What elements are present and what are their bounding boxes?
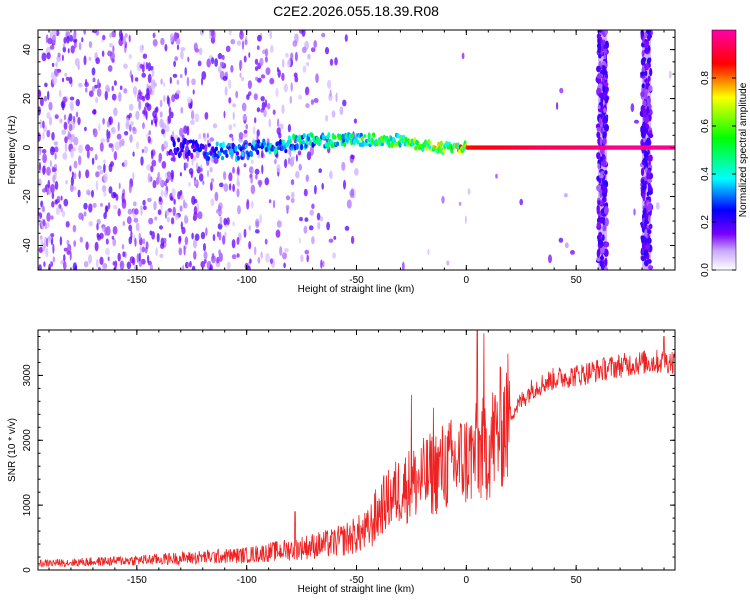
y-tick-label: 40 [22, 44, 33, 56]
snr-ylabel: SNR (10 * v/v) [7, 418, 18, 482]
figure-title: C2E2.2026.055.18.39.R08 [273, 3, 439, 19]
spectrogram-ticks: -150 -100 -50 0 50 -40 -20 0 20 40 [22, 30, 675, 286]
spectrogram-panel: -150 -100 -50 0 50 -40 -20 0 20 40 Height of stra… [7, 29, 676, 295]
spectrogram-heat-layer [38, 30, 675, 270]
y-tick-label: 0 [22, 144, 33, 150]
spectrogram-xlabel: Height of straight line (km) [298, 284, 415, 295]
y-tick-label: 20 [22, 93, 33, 105]
x-tick-label: -50 [349, 575, 364, 586]
x-tick-label: -150 [127, 575, 147, 586]
snr-xlabel: Height of straight line (km) [298, 584, 415, 595]
spectrogram-background [38, 30, 675, 270]
colorbar-gradient [711, 29, 737, 271]
y-tick-label: 2000 [22, 429, 33, 452]
snr-series-line [38, 330, 675, 568]
colorbar-tick-label: 0.4 [700, 167, 711, 181]
colorbar-tick-label: 0.8 [700, 71, 711, 85]
x-tick-label: -50 [349, 275, 364, 286]
colorbar-tick-label: 0.6 [700, 119, 711, 133]
colorbar-ticks: 0.0 0.2 0.4 0.6 0.8 [700, 71, 736, 277]
x-tick-label: -150 [127, 275, 147, 286]
colorbar-tick-label: 0.2 [700, 215, 711, 229]
y-tick-label: 0 [22, 567, 33, 573]
y-tick-label: -40 [22, 238, 33, 253]
spectrogram-ylabel: Frequency (Hz) [7, 116, 18, 185]
x-tick-label: -100 [237, 275, 257, 286]
x-tick-label: 0 [464, 275, 470, 286]
y-tick-label: 3000 [22, 364, 33, 387]
colorbar-tick-label: 0.0 [700, 263, 711, 277]
x-tick-label: 50 [571, 575, 583, 586]
snr-background [38, 330, 675, 570]
colorbar: 0.0 0.2 0.4 0.6 0.8 Normalized spectral ampl… [700, 29, 749, 277]
colorbar-label: Normalized spectral amplitude [738, 82, 749, 217]
x-tick-label: 0 [464, 575, 470, 586]
y-tick-label: 1000 [22, 494, 33, 517]
x-tick-label: -100 [237, 575, 257, 586]
y-tick-label: -20 [22, 189, 33, 204]
x-tick-label: 50 [571, 275, 583, 286]
